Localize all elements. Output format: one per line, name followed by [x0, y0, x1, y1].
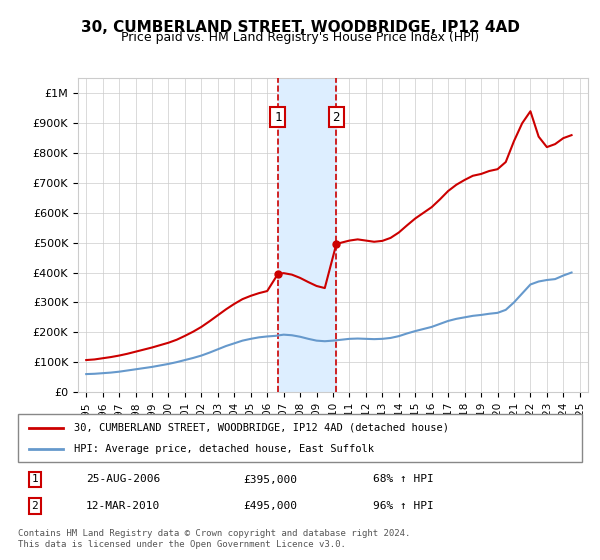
FancyBboxPatch shape — [18, 414, 582, 462]
Text: £495,000: £495,000 — [244, 501, 298, 511]
Text: HPI: Average price, detached house, East Suffolk: HPI: Average price, detached house, East… — [74, 444, 374, 454]
Text: 2: 2 — [332, 111, 340, 124]
Bar — [278, 78, 336, 392]
Text: 2: 2 — [32, 501, 38, 511]
Text: 30, CUMBERLAND STREET, WOODBRIDGE, IP12 4AD: 30, CUMBERLAND STREET, WOODBRIDGE, IP12 … — [80, 20, 520, 35]
Text: 96% ↑ HPI: 96% ↑ HPI — [373, 501, 434, 511]
Text: 30, CUMBERLAND STREET, WOODBRIDGE, IP12 4AD (detached house): 30, CUMBERLAND STREET, WOODBRIDGE, IP12 … — [74, 423, 449, 433]
Text: Price paid vs. HM Land Registry's House Price Index (HPI): Price paid vs. HM Land Registry's House … — [121, 31, 479, 44]
Text: Contains HM Land Registry data © Crown copyright and database right 2024.
This d: Contains HM Land Registry data © Crown c… — [18, 529, 410, 549]
Text: 25-AUG-2006: 25-AUG-2006 — [86, 474, 160, 484]
Text: 1: 1 — [274, 111, 281, 124]
Text: £395,000: £395,000 — [244, 474, 298, 484]
Text: 68% ↑ HPI: 68% ↑ HPI — [373, 474, 434, 484]
Text: 1: 1 — [32, 474, 38, 484]
Text: 12-MAR-2010: 12-MAR-2010 — [86, 501, 160, 511]
